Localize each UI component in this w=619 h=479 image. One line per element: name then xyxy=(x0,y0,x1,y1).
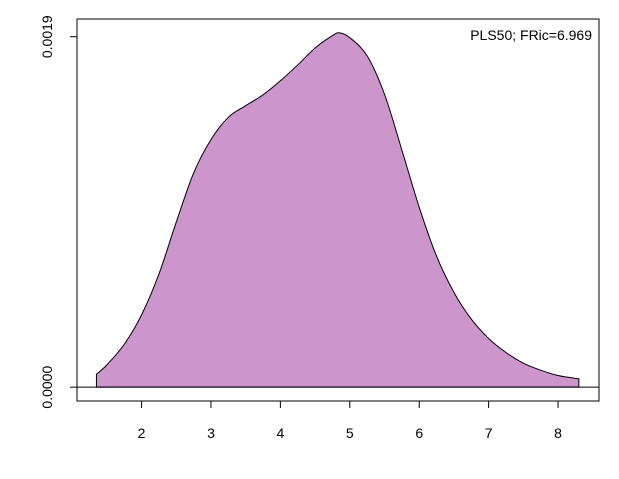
x-tick-label: 5 xyxy=(346,425,354,441)
density-area xyxy=(95,32,580,388)
chart-annotation: PLS50; FRic=6.969 xyxy=(470,27,592,43)
x-tick-label: 3 xyxy=(207,425,215,441)
y-tick-label: 0.0019 xyxy=(39,15,55,58)
x-tick-label: 4 xyxy=(276,425,284,441)
plot-frame xyxy=(76,18,600,402)
y-tick-label: 0.0000 xyxy=(39,366,55,409)
x-tick-label: 8 xyxy=(554,425,562,441)
x-tick-label: 6 xyxy=(415,425,423,441)
x-tick-label: 7 xyxy=(485,425,493,441)
x-tick-label: 2 xyxy=(138,425,146,441)
